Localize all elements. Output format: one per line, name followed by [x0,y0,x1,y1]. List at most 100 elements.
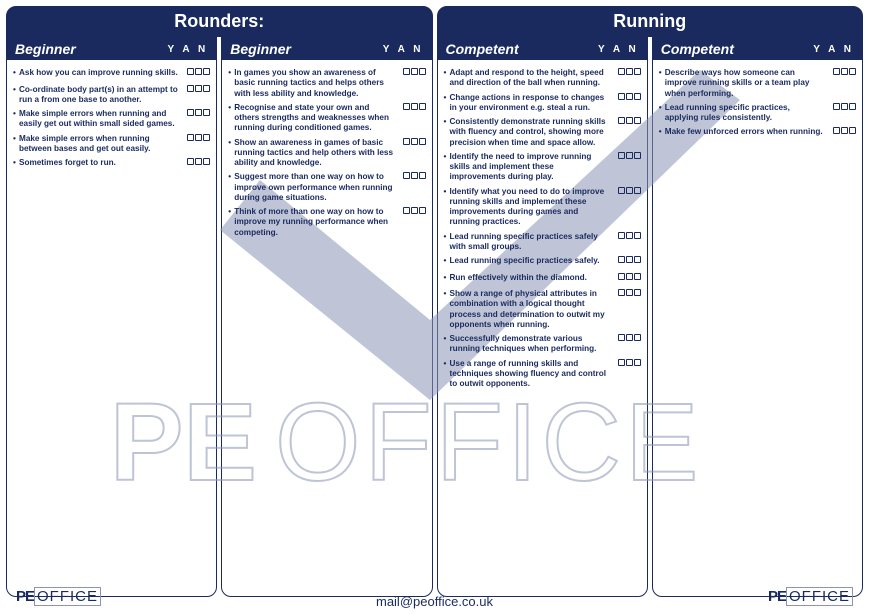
checkbox[interactable] [419,207,426,214]
yan-checkboxes[interactable] [182,109,210,130]
checkbox[interactable] [626,334,633,341]
checkbox[interactable] [626,273,633,280]
checkbox[interactable] [634,68,641,75]
yan-checkboxes[interactable] [613,93,641,114]
checkbox[interactable] [195,158,202,165]
checkbox[interactable] [419,172,426,179]
yan-checkboxes[interactable] [398,138,426,169]
checkbox[interactable] [849,68,856,75]
checkbox[interactable] [626,232,633,239]
checkbox[interactable] [618,68,625,75]
checkbox[interactable] [411,207,418,214]
checkbox[interactable] [203,109,210,116]
checkbox[interactable] [634,289,641,296]
checkbox[interactable] [618,232,625,239]
checkbox[interactable] [419,103,426,110]
yan-checkboxes[interactable] [398,68,426,99]
checkbox[interactable] [626,93,633,100]
checkbox[interactable] [403,68,410,75]
checkbox[interactable] [626,152,633,159]
checkbox[interactable] [833,68,840,75]
checkbox[interactable] [849,127,856,134]
checkbox[interactable] [403,172,410,179]
column-1: BeginnerY A N•In games you show an aware… [221,37,432,597]
yan-checkboxes[interactable] [613,334,641,355]
checkbox[interactable] [634,334,641,341]
yan-checkboxes[interactable] [182,134,210,155]
checkbox[interactable] [634,232,641,239]
checkbox[interactable] [403,103,410,110]
checkbox[interactable] [626,68,633,75]
checkbox[interactable] [419,68,426,75]
yan-checkboxes[interactable] [613,256,641,269]
checkbox[interactable] [187,134,194,141]
yan-checkboxes[interactable] [613,117,641,148]
checkbox[interactable] [411,138,418,145]
yan-checkboxes[interactable] [828,103,856,124]
item-text: Identify what you need to do to improve … [450,187,613,228]
checkbox[interactable] [618,289,625,296]
checkbox[interactable] [634,273,641,280]
checkbox[interactable] [203,85,210,92]
checkbox[interactable] [618,187,625,194]
yan-checkboxes[interactable] [613,359,641,390]
checkbox[interactable] [833,103,840,110]
yan-checkboxes[interactable] [828,68,856,99]
checkbox[interactable] [195,109,202,116]
checkbox[interactable] [187,158,194,165]
checkbox[interactable] [419,138,426,145]
checkbox[interactable] [195,134,202,141]
checkbox[interactable] [187,85,194,92]
yan-checkboxes[interactable] [182,68,210,81]
checkbox[interactable] [849,103,856,110]
yan-checkboxes[interactable] [613,273,641,286]
checkbox[interactable] [618,334,625,341]
yan-checkboxes[interactable] [398,207,426,238]
checkbox[interactable] [634,256,641,263]
checkbox[interactable] [203,68,210,75]
checkbox[interactable] [403,207,410,214]
checkbox[interactable] [411,172,418,179]
checkbox[interactable] [195,68,202,75]
checkbox[interactable] [618,273,625,280]
checkbox[interactable] [618,93,625,100]
checkbox[interactable] [203,134,210,141]
checkbox[interactable] [841,68,848,75]
yan-checkboxes[interactable] [828,127,856,140]
checkbox[interactable] [618,359,625,366]
checkbox[interactable] [618,152,625,159]
yan-checkboxes[interactable] [398,103,426,134]
yan-checkboxes[interactable] [613,289,641,330]
checkbox[interactable] [618,256,625,263]
checkbox[interactable] [634,187,641,194]
checkbox[interactable] [634,359,641,366]
checkbox[interactable] [403,138,410,145]
checkbox[interactable] [195,85,202,92]
checkbox[interactable] [187,109,194,116]
checkbox[interactable] [841,103,848,110]
yan-checkboxes[interactable] [613,232,641,253]
checkbox[interactable] [626,187,633,194]
checkbox[interactable] [203,158,210,165]
yan-checkboxes[interactable] [613,152,641,183]
yan-checkboxes[interactable] [613,68,641,89]
checkbox[interactable] [626,359,633,366]
checkbox[interactable] [626,289,633,296]
checkbox[interactable] [411,103,418,110]
checkbox[interactable] [626,117,633,124]
list-item: •Recognise and state your own and others… [228,103,425,134]
checkbox[interactable] [634,117,641,124]
yan-checkboxes[interactable] [182,85,210,106]
checkbox[interactable] [841,127,848,134]
checkbox[interactable] [833,127,840,134]
list-item: •Lead running specific practices safely. [444,256,641,269]
checkbox[interactable] [626,256,633,263]
checkbox[interactable] [187,68,194,75]
yan-checkboxes[interactable] [182,158,210,171]
checkbox[interactable] [634,93,641,100]
checkbox[interactable] [618,117,625,124]
checkbox[interactable] [411,68,418,75]
checkbox[interactable] [634,152,641,159]
yan-checkboxes[interactable] [398,172,426,203]
yan-checkboxes[interactable] [613,187,641,228]
